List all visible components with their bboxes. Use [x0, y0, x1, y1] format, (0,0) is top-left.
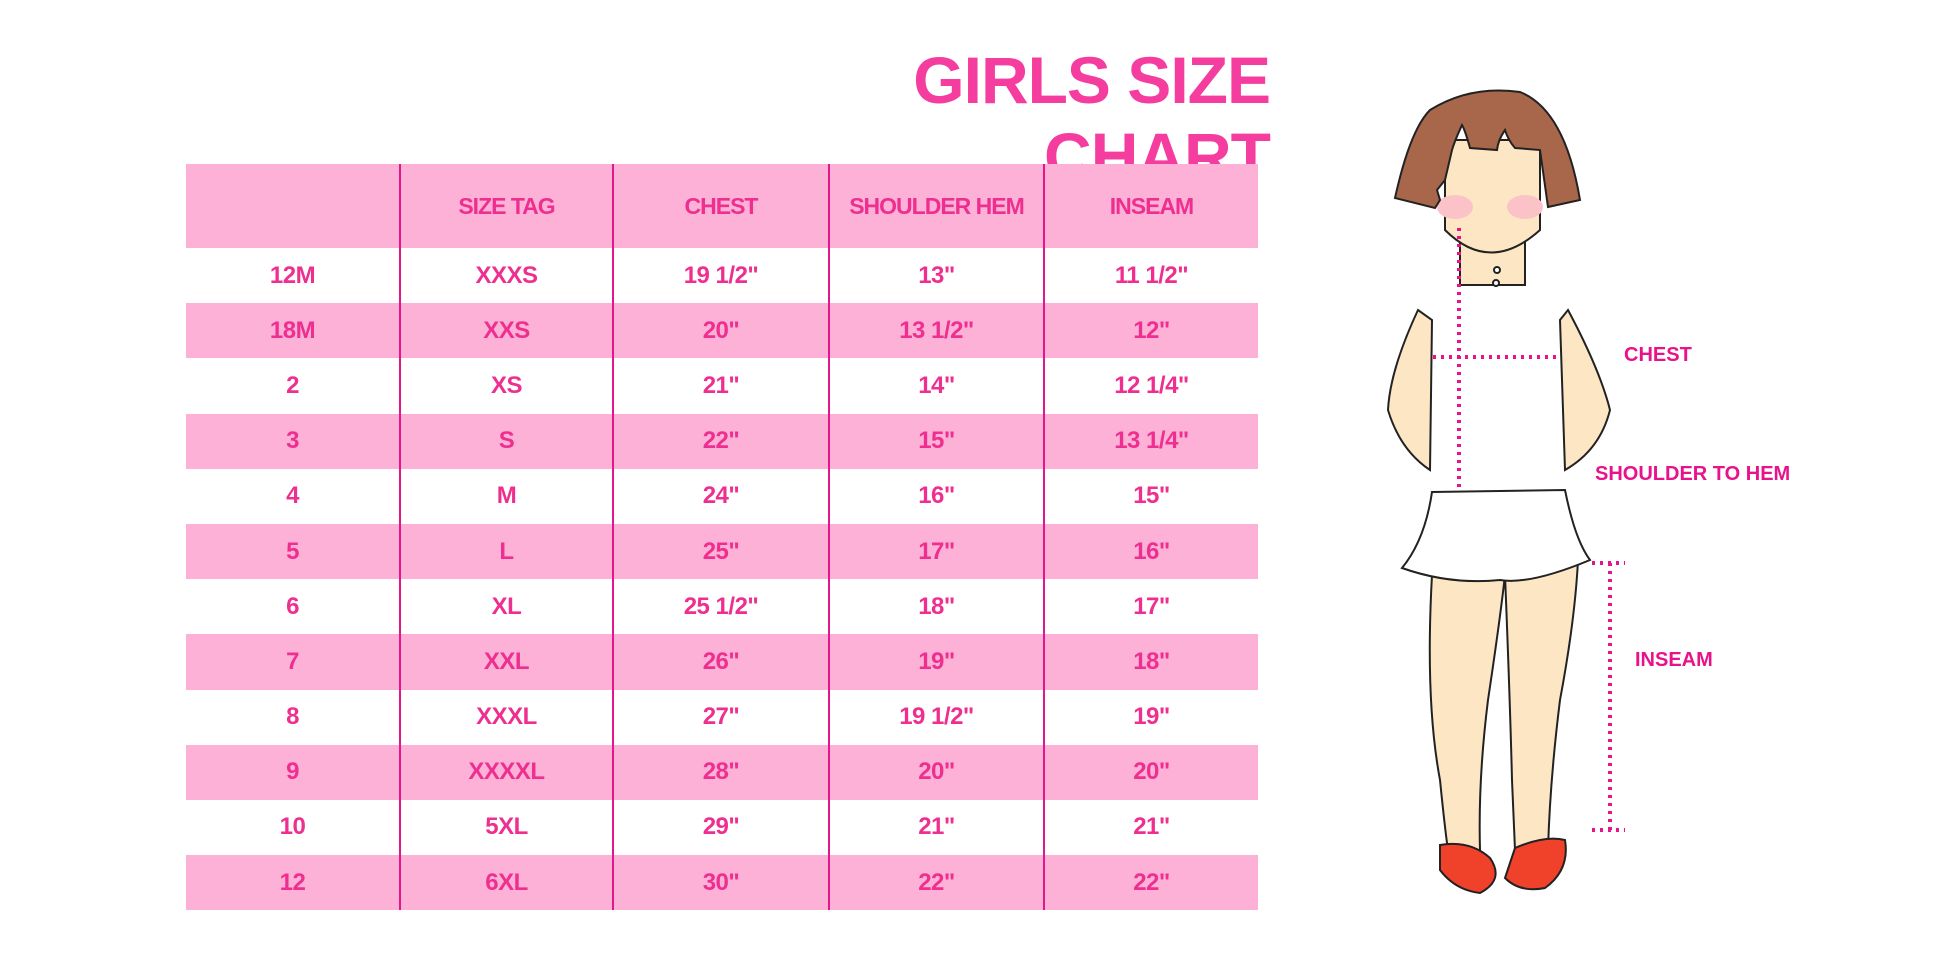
table-row: 2 XS 21" 14" 12 1/4" [186, 358, 1258, 414]
table-cell: 20" [612, 303, 829, 359]
table-cell: 26" [612, 634, 829, 690]
table-cell: XXL [399, 634, 613, 690]
table-cell: 7 [186, 634, 400, 690]
table-cell: 17" [1043, 579, 1258, 635]
table-cell: 5XL [399, 799, 613, 856]
table-cell: 8 [286, 703, 299, 731]
table-cell: XXS [399, 303, 613, 359]
table-cell: 25 1/2" [612, 579, 829, 635]
table-header-row: SIZE TAG CHEST SHOULDER HEM INSEAM [186, 164, 1258, 248]
inseam-label: INSEAM [1635, 649, 1713, 671]
table-cell: 14" [828, 358, 1044, 414]
table-cell: 6XL [399, 855, 613, 911]
table-cell: 21" [828, 799, 1044, 856]
table-cell: 30" [612, 855, 829, 911]
page-title: GIRLS SIZE CHART [913, 43, 1271, 193]
table-cell: 25" [612, 523, 829, 580]
table-cell: XXXS [399, 248, 613, 304]
table-cell: 16" [828, 468, 1044, 524]
table-cell: 29" [612, 799, 829, 856]
right-leg [1503, 558, 1580, 851]
table-cell: 20" [828, 744, 1044, 800]
table-cell: 12M [269, 261, 316, 289]
table-cell: 22" [1043, 855, 1258, 911]
table-row: 6 XL 25 1/2" 18" 17" [186, 579, 1258, 635]
table-cell: 15" [828, 413, 1044, 469]
table-cell: 18M [186, 303, 400, 359]
table-row: 8 XXXL 27" 19 1/2" 19" [186, 689, 1258, 745]
table-cell: 22" [828, 855, 1044, 911]
table-row: 12 6XL 30" 22" 22" [186, 855, 1258, 911]
table-cell: XL [399, 579, 613, 635]
table-cell: 27" [612, 689, 829, 745]
left-shoe [1439, 842, 1497, 895]
skirt [1400, 488, 1592, 583]
table-cell: 20" [1043, 744, 1258, 800]
table-cell: 9 [186, 744, 400, 800]
table-cell: 19 1/2" [612, 248, 829, 304]
table-cell: 3 [186, 413, 400, 469]
table-cell: 11 1/2" [1043, 248, 1258, 304]
table-cell: XXXXL [399, 744, 613, 800]
column-header: SHOULDER HEM [828, 164, 1044, 248]
table-row: 9 XXXXL 28" 20" 20" [186, 744, 1258, 800]
table-cell: 6 [286, 592, 299, 620]
table-cell: 19 1/2" [828, 689, 1044, 745]
table-cell: 12" [1043, 303, 1258, 359]
table-cell: 21" [1043, 799, 1258, 856]
table-row: 5 L 25" 17" 16" [186, 523, 1258, 580]
column-header [186, 164, 400, 248]
table-cell: 13" [828, 248, 1044, 304]
table-cell: 2 [286, 371, 299, 399]
table-row: 12M XXXS 19 1/2" 13" 11 1/2" [186, 248, 1258, 304]
chest-label: CHEST [1624, 344, 1692, 366]
table-cell: 18" [1043, 634, 1258, 690]
column-header: CHEST [612, 164, 829, 248]
table-cell: S [399, 413, 613, 469]
table-cell: 4 [286, 482, 299, 510]
table-cell: 15" [1043, 468, 1258, 524]
right-shoe [1503, 837, 1567, 891]
table-row: 3 S 22" 15" 13 1/4" [186, 413, 1258, 469]
table-cell: 13 1/4" [1043, 413, 1258, 469]
table-cell: 24" [612, 468, 829, 524]
table-cell: 21" [612, 358, 829, 414]
table-cell: M [399, 468, 613, 524]
table-cell: 19" [828, 634, 1044, 690]
table-cell: 28" [612, 744, 829, 800]
table-cell: 16" [1043, 523, 1258, 580]
shoulder-to-hem-label: SHOULDER TO HEM [1595, 463, 1791, 485]
table-cell: 12 1/4" [1043, 358, 1258, 414]
table-cell: 10 [279, 813, 306, 841]
left-arm [1386, 308, 1434, 472]
column-header: SIZE TAG [399, 164, 613, 248]
table-cell: 22" [612, 413, 829, 469]
table-cell: 12 [186, 855, 400, 911]
column-header: INSEAM [1043, 164, 1258, 248]
face [1444, 139, 1541, 254]
table-cell: 13 1/2" [828, 303, 1044, 359]
table-cell: XS [399, 358, 613, 414]
table-row: 10 5XL 29" 21" 21" [186, 799, 1258, 856]
table-cell: 17" [828, 523, 1044, 580]
table-cell: XXXL [399, 689, 613, 745]
table-cell: 18" [828, 579, 1044, 635]
table-cell: L [399, 523, 613, 580]
table-cell: 5 [186, 523, 400, 580]
size-chart-table: SIZE TAG CHEST SHOULDER HEM INSEAM 12M XXXS 1… [186, 164, 1258, 911]
table-row: 7 XXL 26" 19" 18" [186, 634, 1258, 690]
left-leg [1428, 574, 1507, 851]
table-cell: 19" [1043, 689, 1258, 745]
table-row: 18M XXS 20" 13 1/2" 12" [186, 303, 1258, 359]
right-arm [1558, 308, 1612, 472]
table-row: 4 M 24" 16" 15" [186, 468, 1258, 524]
hair [1393, 89, 1582, 210]
